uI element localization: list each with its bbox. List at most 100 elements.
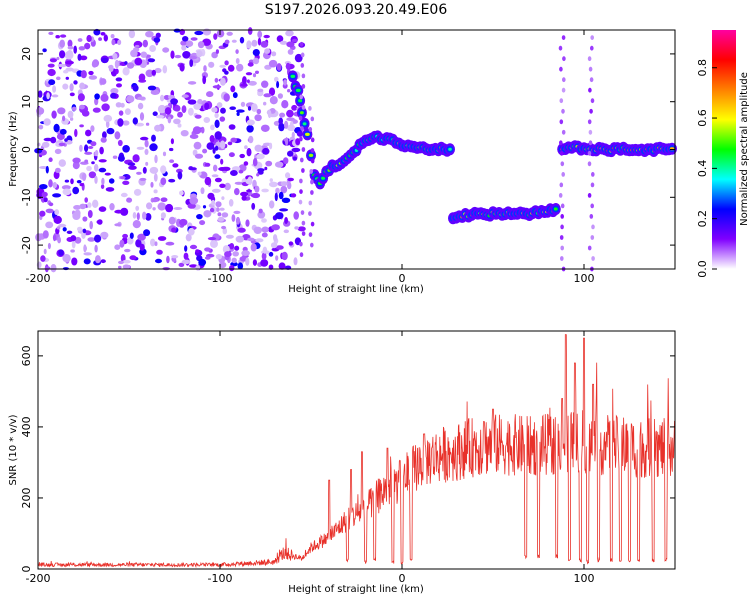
noise-blob <box>53 215 62 224</box>
noise-blob <box>204 162 211 167</box>
noise-blob <box>40 255 46 262</box>
noise-blob <box>79 183 84 187</box>
colorbar-tick-label: 0.6 <box>696 109 709 127</box>
streak-blob <box>298 115 303 121</box>
streak-blob <box>301 105 306 110</box>
noise-blob <box>130 49 138 58</box>
streak-blob <box>310 221 315 227</box>
noise-blob <box>252 73 257 78</box>
noise-blob <box>149 143 158 152</box>
streak-blob <box>588 140 593 146</box>
noise-blob <box>155 115 165 119</box>
noise-blob <box>145 69 154 78</box>
noise-blob <box>180 40 187 46</box>
track-core <box>298 99 303 103</box>
noise-blob <box>48 179 53 188</box>
noise-blob <box>252 57 260 65</box>
noise-blob <box>59 128 67 135</box>
noise-blob <box>202 148 208 154</box>
noise-blob <box>269 142 273 150</box>
noise-blob <box>236 109 245 113</box>
noise-blob <box>50 136 57 144</box>
noise-blob <box>291 147 301 153</box>
noise-blob <box>218 167 227 171</box>
noise-blob <box>173 207 183 210</box>
streak-blob <box>301 147 306 152</box>
noise-blob <box>214 177 222 183</box>
y-tick-label: 200 <box>20 487 33 508</box>
noise-blob <box>281 100 289 109</box>
noise-blob <box>182 36 189 42</box>
noise-blob <box>195 249 200 254</box>
noise-blob <box>154 67 162 74</box>
noise-blob <box>79 124 84 128</box>
noise-blob <box>224 60 229 66</box>
noise-blob <box>71 106 77 112</box>
streak-blob <box>587 119 592 125</box>
noise-blob <box>48 157 53 162</box>
noise-blob <box>70 249 75 253</box>
noise-blob <box>183 252 189 260</box>
y-tick-label: 10 <box>20 95 33 109</box>
noise-blob <box>122 145 130 153</box>
noise-blob <box>45 221 54 229</box>
noise-blob <box>153 37 161 43</box>
streak-blob <box>559 235 564 240</box>
noise-blob <box>110 88 119 94</box>
streak-blob <box>299 252 304 258</box>
noise-blob <box>285 62 291 70</box>
streak-blob <box>310 190 314 195</box>
noise-blob <box>167 116 172 124</box>
track-core <box>300 111 304 115</box>
y-tick-label: -20 <box>20 236 33 254</box>
streak-blob <box>309 169 314 174</box>
noise-blob <box>109 203 115 211</box>
noise-blob <box>217 216 225 222</box>
noise-blob <box>271 224 280 231</box>
streak-blob <box>308 200 313 206</box>
noise-blob <box>125 174 131 180</box>
noise-blob <box>126 62 135 69</box>
streak-blob <box>299 241 303 247</box>
noise-blob <box>92 107 101 113</box>
noise-blob <box>105 120 110 128</box>
noise-blob <box>122 233 128 239</box>
noise-blob <box>253 226 262 234</box>
noise-blob <box>80 70 87 79</box>
noise-blob <box>120 192 128 198</box>
streak-blob <box>300 126 304 131</box>
noise-blob <box>279 40 288 45</box>
noise-blob <box>290 193 297 198</box>
noise-blob <box>139 177 147 181</box>
streak-blob <box>559 140 563 146</box>
noise-blob <box>230 137 237 143</box>
noise-blob <box>296 131 303 137</box>
noise-blob <box>91 161 95 165</box>
noise-blob <box>181 45 187 51</box>
noise-blob <box>245 72 253 76</box>
noise-blob <box>212 85 222 89</box>
noise-blob <box>82 216 88 222</box>
noise-blob <box>255 70 259 75</box>
noise-blob <box>246 189 253 193</box>
noise-blob <box>58 249 64 256</box>
streak-blob <box>560 161 565 167</box>
noise-blob <box>42 48 47 53</box>
streak-blob <box>561 87 566 93</box>
noise-blob <box>151 134 156 142</box>
streak-blob <box>310 158 315 164</box>
x-tick-label: -200 <box>26 272 51 285</box>
noise-blob <box>88 75 98 80</box>
noise-blob <box>211 188 221 193</box>
noise-blob <box>213 164 218 172</box>
streak-blob <box>300 63 305 68</box>
noise-blob <box>256 173 260 177</box>
noise-blob <box>285 30 294 37</box>
noise-blob <box>94 163 99 172</box>
noise-blob <box>245 219 250 227</box>
noise-blob <box>114 223 121 227</box>
noise-blob <box>142 211 147 220</box>
noise-blob <box>215 49 219 54</box>
noise-blob <box>211 199 216 206</box>
